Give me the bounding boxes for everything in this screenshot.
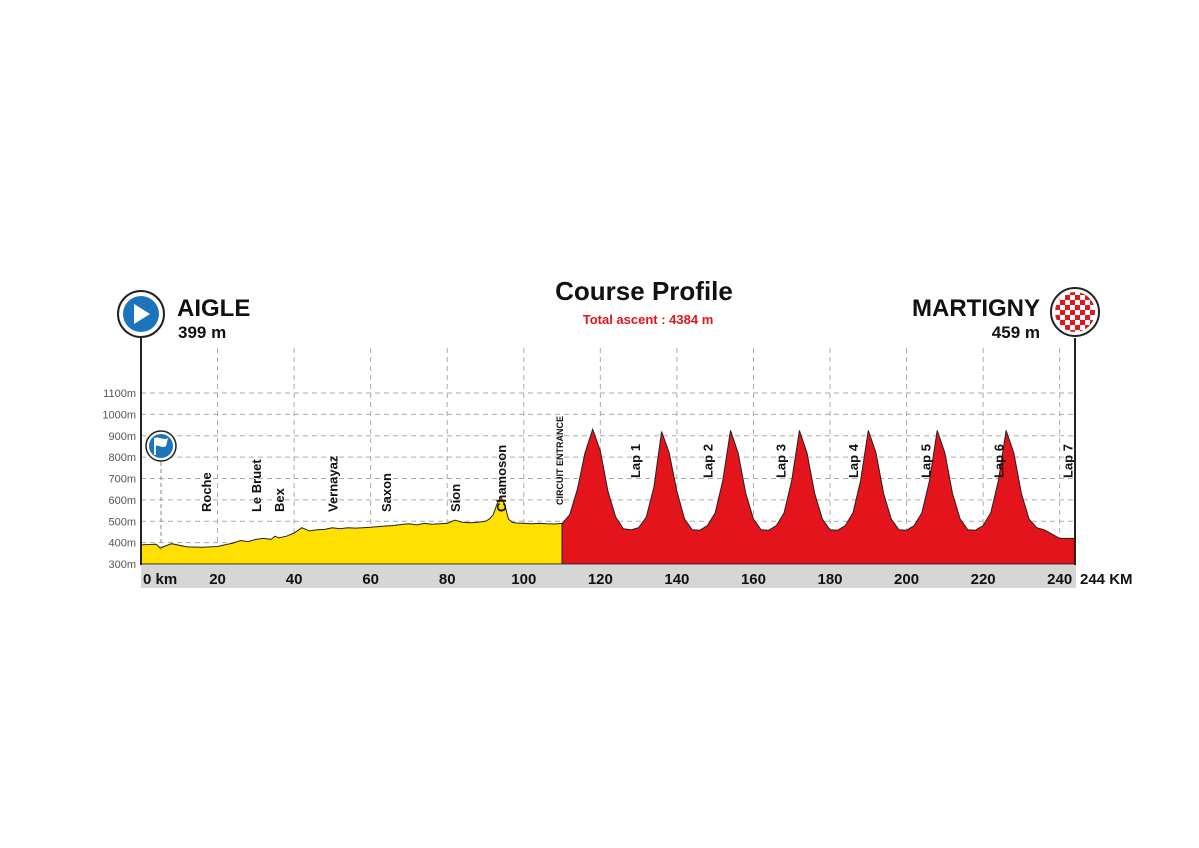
poi-label: Le Bruet	[249, 459, 264, 512]
poi-label: Lap 1	[628, 444, 643, 478]
points-of-interest: Roche Le Bruet Bex Vernayaz Saxon Sion Chamoso…	[199, 416, 1075, 512]
y-tick-label: 1100m	[103, 388, 136, 400]
finish-name: MARTIGNY	[912, 295, 1040, 322]
y-tick-label: 900m	[108, 431, 136, 443]
y-tick-label: 300m	[108, 559, 136, 571]
flag-icon	[145, 430, 177, 462]
start-elevation: 399 m	[178, 323, 226, 342]
x-tick-label: 240	[1047, 571, 1072, 588]
x-tick-label: 140	[664, 571, 689, 588]
x-axis-end-label: 244 KM	[1080, 571, 1133, 588]
y-tick-label: 800m	[108, 452, 136, 464]
y-tick-label: 400m	[108, 538, 136, 550]
poi-label: Lap 6	[991, 444, 1006, 478]
play-icon	[117, 290, 165, 338]
x-tick-label: 80	[439, 571, 456, 588]
poi-label: CIRCUIT ENTRANCE	[555, 416, 565, 505]
x-tick-label: 100	[511, 571, 536, 588]
x-tick-label: 180	[818, 571, 843, 588]
poi-label: Lap 4	[846, 443, 861, 478]
poi-label: Lap 3	[773, 444, 788, 478]
poi-label: Lap 2	[701, 444, 716, 478]
x-tick-label: 20	[209, 571, 226, 588]
poi-label: Chamoson	[494, 445, 509, 512]
x-tick-label: 200	[894, 571, 919, 588]
poi-label: Vernayaz	[325, 455, 340, 512]
x-tick-label: 0 km	[143, 571, 177, 588]
x-tick-label: 40	[286, 571, 303, 588]
page-title: Course Profile	[555, 276, 733, 306]
y-tick-label: 700m	[108, 474, 136, 486]
profile-area-section-1	[140, 495, 563, 565]
y-tick-label: 600m	[108, 495, 136, 507]
start-name: AIGLE	[177, 295, 250, 322]
y-tick-label: 500m	[108, 516, 136, 528]
poi-label: Roche	[199, 472, 214, 512]
x-tick-label: 160	[741, 571, 766, 588]
poi-label: Lap 5	[919, 444, 934, 478]
y-tick-label: 1000m	[102, 409, 136, 421]
x-axis-band	[141, 565, 1076, 588]
poi-label: Bex	[272, 487, 287, 512]
x-tick-label: 120	[588, 571, 613, 588]
poi-label: Lap 7	[1060, 444, 1075, 478]
x-tick-label: 60	[362, 571, 379, 588]
x-axis-ticks: 0 km 20 40 60 80 100 120 140 160 180 200 220 240	[143, 571, 1072, 588]
checkered-flag-icon	[1050, 287, 1100, 337]
total-ascent: Total ascent : 4384 m	[583, 312, 714, 327]
profile-area-circuit	[561, 427, 1076, 565]
x-tick-label: 220	[971, 571, 996, 588]
y-axis-ticks: 300m 400m 500m 600m 700m 800m 900m 1000m 1100m	[102, 388, 136, 571]
finish-elevation: 459 m	[992, 323, 1040, 342]
poi-label: Sion	[448, 484, 463, 512]
poi-label: Saxon	[379, 473, 394, 512]
